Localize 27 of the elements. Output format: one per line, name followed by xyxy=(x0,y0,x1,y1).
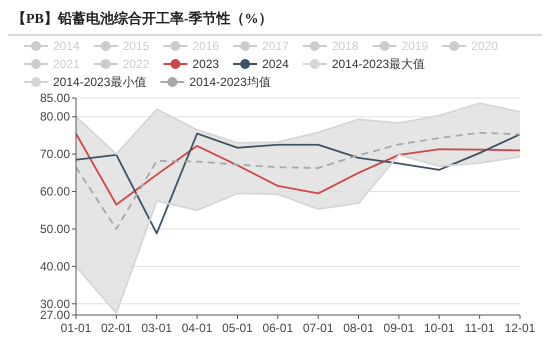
y-tick-label: 27.00 xyxy=(40,308,70,322)
x-tick-label: 05-01 xyxy=(222,321,254,335)
legend-label: 2024 xyxy=(262,57,290,71)
y-tick-label: 60.00 xyxy=(40,184,70,199)
x-tick-label: 11-01 xyxy=(464,321,495,335)
y-tick-label: 80.00 xyxy=(40,110,70,124)
y-tick-label: 40.00 xyxy=(40,259,70,274)
x-tick-label: 12-01 xyxy=(504,321,536,335)
y-tick-label: 85.00 xyxy=(40,91,70,105)
chart-title: 【PB】铅蓄电池综合开工率-季节性（%） xyxy=(12,10,273,27)
y-tick-label: 50.00 xyxy=(40,222,70,236)
y-tick-label: 70.00 xyxy=(40,147,70,162)
x-tick-label: 04-01 xyxy=(182,321,213,335)
x-tick-label: 02-01 xyxy=(101,321,132,335)
legend-label: 2014-2023最大值 xyxy=(332,57,426,71)
x-tick-label: 08-01 xyxy=(343,321,374,335)
x-tick-label: 07-01 xyxy=(302,321,334,335)
x-tick-label: 09-01 xyxy=(384,321,415,335)
x-tick-label: 10-01 xyxy=(424,321,455,335)
y-tick-label: 30.00 xyxy=(40,296,70,311)
x-tick-label: 01-01 xyxy=(60,321,92,335)
legend-label: 2023 xyxy=(192,57,220,71)
x-tick-label: 03-01 xyxy=(141,321,172,335)
x-tick-label: 06-01 xyxy=(262,321,294,335)
legend-label: 2014-2023均值 xyxy=(189,75,271,89)
line-series xyxy=(75,132,521,206)
legend-label: 2014-2023最小值 xyxy=(53,75,146,89)
